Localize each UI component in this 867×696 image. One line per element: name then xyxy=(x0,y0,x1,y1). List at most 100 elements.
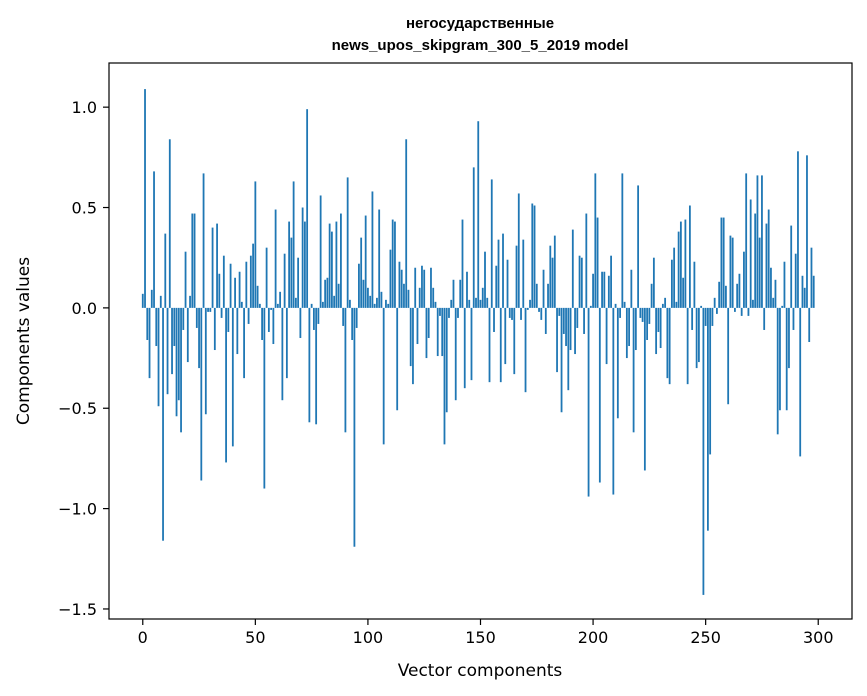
bar-214 xyxy=(623,301,626,308)
bar-164 xyxy=(511,307,513,320)
bar-7 xyxy=(157,307,160,407)
bar-94 xyxy=(353,307,356,547)
bar-61 xyxy=(279,291,282,308)
bar-123 xyxy=(418,287,421,308)
bar-202 xyxy=(596,217,599,308)
bar-120 xyxy=(412,307,414,385)
bar-270 xyxy=(749,199,752,308)
bar-68 xyxy=(294,297,297,308)
bar-73 xyxy=(306,109,309,308)
bar-148 xyxy=(475,297,477,308)
bar-295 xyxy=(806,155,808,308)
bar-50 xyxy=(254,181,257,308)
bar-81 xyxy=(324,279,327,308)
bar-167 xyxy=(517,193,520,308)
bar-95 xyxy=(355,307,358,328)
bar-204 xyxy=(601,271,603,308)
bar-154 xyxy=(488,307,491,383)
bar-223 xyxy=(643,307,646,471)
bar-174 xyxy=(533,205,536,308)
bar-116 xyxy=(403,283,405,308)
bar-118 xyxy=(407,289,410,308)
bar-126 xyxy=(425,307,428,359)
bar-104 xyxy=(376,297,378,308)
bar-34 xyxy=(218,273,221,308)
bar-229 xyxy=(657,307,660,332)
bar-208 xyxy=(610,255,612,308)
bar-66 xyxy=(290,237,293,308)
bar-256 xyxy=(718,281,721,308)
bar-43 xyxy=(238,271,241,308)
bar-218 xyxy=(632,307,635,433)
bar-165 xyxy=(513,307,516,375)
bar-203 xyxy=(598,307,601,483)
bar-103 xyxy=(373,303,376,308)
bar-261 xyxy=(729,235,732,308)
y-axis-label: Components values xyxy=(14,257,34,425)
bar-159 xyxy=(499,307,502,383)
bar-18 xyxy=(182,307,185,330)
bar-119 xyxy=(409,307,412,367)
bar-297 xyxy=(810,247,813,308)
bar-11 xyxy=(166,307,169,395)
bar-8 xyxy=(159,295,162,308)
bar-48 xyxy=(249,255,252,308)
bar-187 xyxy=(562,307,565,334)
y-tick-label-2: 0.0 xyxy=(72,299,97,318)
bar-291 xyxy=(797,151,799,308)
bar-292 xyxy=(799,307,802,457)
bar-67 xyxy=(292,181,295,308)
bar-113 xyxy=(396,307,399,411)
bar-280 xyxy=(772,297,775,308)
bar-124 xyxy=(421,265,423,308)
bar-138 xyxy=(452,279,455,308)
bar-12 xyxy=(168,139,171,308)
bar-238 xyxy=(677,231,680,308)
bar-216 xyxy=(628,307,630,347)
bar-41 xyxy=(234,277,236,308)
bar-269 xyxy=(747,307,750,316)
x-tick-label-0: 0 xyxy=(138,628,148,647)
bar-109 xyxy=(387,303,390,308)
bar-242 xyxy=(686,307,689,385)
bar-190 xyxy=(569,307,572,351)
bar-199 xyxy=(589,305,592,308)
bar-285 xyxy=(783,261,786,308)
bar-213 xyxy=(621,173,624,308)
bar-90 xyxy=(344,307,347,433)
bar-171 xyxy=(526,307,529,310)
bar-274 xyxy=(758,237,761,308)
bar-263 xyxy=(734,307,736,312)
bar-201 xyxy=(594,173,597,308)
bar-128 xyxy=(430,267,432,308)
bar-110 xyxy=(389,249,392,308)
bar-206 xyxy=(605,307,608,365)
bar-70 xyxy=(299,307,302,338)
bar-176 xyxy=(538,307,540,312)
bar-33 xyxy=(216,223,218,308)
bar-259 xyxy=(725,285,727,308)
bar-278 xyxy=(767,209,770,308)
bar-250 xyxy=(704,307,707,326)
bar-100 xyxy=(367,287,369,308)
bar-255 xyxy=(716,307,718,314)
bar-153 xyxy=(486,297,489,308)
plot-frame xyxy=(108,62,853,620)
bar-86 xyxy=(335,221,338,308)
bar-166 xyxy=(515,245,518,308)
bar-62 xyxy=(281,307,284,401)
bar-25 xyxy=(198,307,200,369)
bar-289 xyxy=(792,307,795,330)
bar-133 xyxy=(441,307,444,357)
bar-221 xyxy=(639,307,642,318)
bar-160 xyxy=(502,233,504,308)
bar-215 xyxy=(625,307,628,359)
bar-101 xyxy=(369,295,372,308)
bar-258 xyxy=(722,217,725,308)
x-axis-ticks: 0 50 100 150 200 250 300 xyxy=(138,619,834,647)
bar-251 xyxy=(707,307,709,531)
bar-248 xyxy=(700,305,703,308)
x-tick-label-250: 250 xyxy=(690,628,721,647)
bar-45 xyxy=(243,307,245,379)
